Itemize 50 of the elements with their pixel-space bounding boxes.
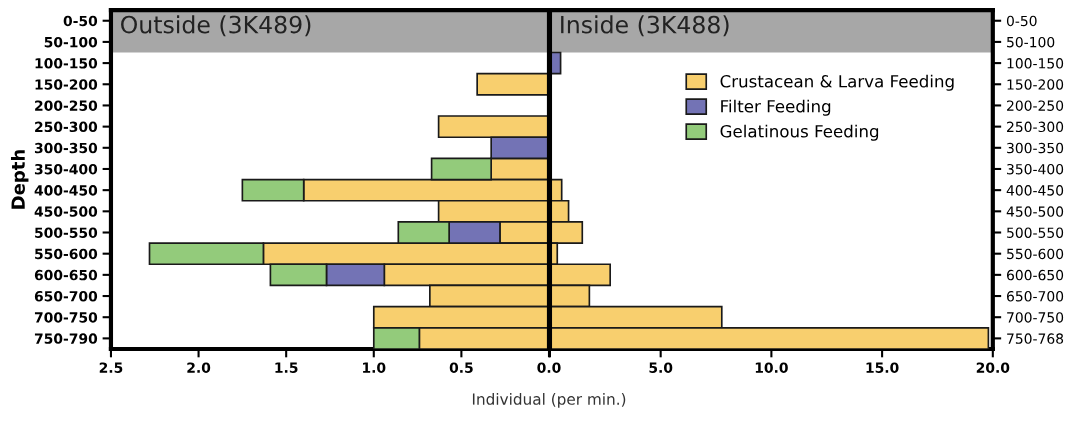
legend-label: Gelatinous Feeding (720, 124, 879, 141)
chart-title: Outside (3K489) (121, 15, 311, 37)
y-tick-label: 450-500 (1006, 206, 1064, 217)
y-tick-label: 350-400 (1007, 163, 1064, 175)
y-tick-label: 200-250 (1007, 100, 1064, 111)
legend-label: Crustacean & Larva Feeding (720, 74, 954, 91)
y-tick-label: 400-450 (34, 185, 98, 196)
y-tick-label: 50-100 (44, 36, 98, 48)
y-tick-label: 250-300 (1007, 121, 1064, 133)
y-tick-label: 700-750 (34, 312, 98, 323)
y-tick-label: 100-150 (1007, 58, 1064, 69)
y-tick-label: 650-700 (34, 291, 98, 302)
y-tick-label: 350-400 (34, 163, 98, 175)
y-axis-title: Depth (10, 150, 29, 209)
x-tick-label: 5.0 (649, 362, 673, 373)
y-tick-label: 0-50 (1006, 15, 1037, 27)
x-tick-label: 0.0 (537, 362, 561, 373)
y-tick-label: 650-700 (1006, 291, 1064, 302)
chart-title: Inside (3K488) (561, 15, 729, 37)
y-tick-label: 450-500 (34, 206, 98, 217)
y-tick-label: 250-300 (35, 121, 98, 133)
y-tick-label: 750-790 (34, 333, 98, 344)
y-tick-label: 100-150 (35, 58, 98, 69)
x-tick-label: 15.0 (866, 362, 899, 373)
y-tick-label: 550-600 (35, 248, 98, 260)
y-tick-label: 500-550 (1007, 227, 1064, 238)
y-tick-label: 750-768 (1007, 333, 1064, 344)
x-tick-label: 20.0 (976, 362, 1010, 373)
x-tick-label: 2.0 (187, 362, 211, 373)
y-tick-label: 700-750 (1007, 312, 1064, 323)
y-tick-label: 150-200 (35, 79, 98, 90)
bar (476, 72, 549, 96)
y-tick-label: 200-250 (35, 100, 98, 111)
y-tick-label: 0-50 (63, 15, 98, 27)
y-tick-label: 50-100 (1007, 36, 1055, 48)
y-tick-label: 600-650 (1006, 269, 1064, 281)
y-tick-label: 300-350 (1007, 142, 1064, 154)
x-tick-label: 2.5 (99, 362, 123, 373)
y-tick-label: 500-550 (35, 227, 98, 238)
x-axis-title: Individual (per min.) (472, 393, 626, 408)
y-tick-label: 600-650 (34, 269, 98, 281)
y-tick-label: 400-450 (1006, 185, 1064, 196)
x-tick-label: 0.5 (449, 362, 473, 373)
x-tick-label: 1.5 (275, 362, 298, 373)
y-tick-label: 550-600 (1007, 248, 1064, 260)
legend-label: Filter Feeding (721, 99, 831, 116)
x-tick-label: 10.0 (755, 362, 788, 373)
y-tick-label: 150-200 (1007, 79, 1064, 90)
x-tick-label: 1.0 (363, 362, 386, 373)
y-tick-label: 300-350 (34, 142, 98, 154)
